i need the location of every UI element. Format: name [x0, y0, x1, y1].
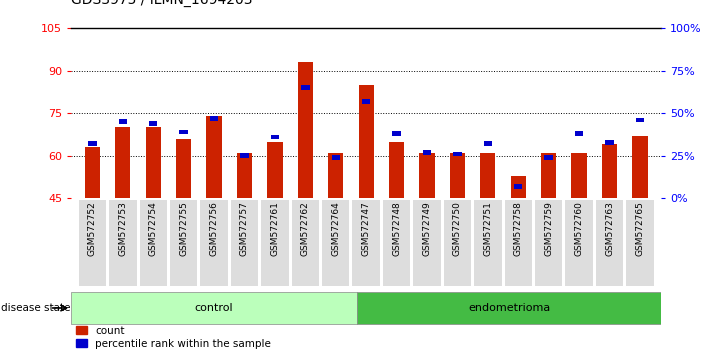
- FancyBboxPatch shape: [626, 200, 653, 286]
- FancyBboxPatch shape: [357, 292, 661, 324]
- Text: GSM572747: GSM572747: [362, 201, 370, 256]
- Text: GDS3975 / ILMN_1694203: GDS3975 / ILMN_1694203: [71, 0, 252, 7]
- FancyBboxPatch shape: [292, 200, 319, 286]
- FancyBboxPatch shape: [383, 200, 410, 286]
- Text: GSM572760: GSM572760: [574, 201, 584, 256]
- Text: GSM572755: GSM572755: [179, 201, 188, 256]
- FancyBboxPatch shape: [170, 200, 198, 286]
- Bar: [541, 153, 556, 198]
- Bar: [575, 131, 583, 136]
- Text: GSM572752: GSM572752: [88, 201, 97, 256]
- Bar: [362, 99, 370, 104]
- Bar: [237, 153, 252, 198]
- FancyBboxPatch shape: [596, 200, 624, 286]
- Bar: [572, 153, 587, 198]
- FancyBboxPatch shape: [474, 200, 501, 286]
- Text: control: control: [195, 303, 233, 313]
- Bar: [88, 142, 97, 146]
- Text: GSM572751: GSM572751: [483, 201, 492, 256]
- Bar: [358, 85, 374, 198]
- Bar: [176, 139, 191, 198]
- FancyBboxPatch shape: [109, 200, 137, 286]
- Bar: [483, 142, 492, 146]
- FancyBboxPatch shape: [322, 200, 349, 286]
- Bar: [301, 85, 309, 90]
- Text: GSM572754: GSM572754: [149, 201, 158, 256]
- FancyBboxPatch shape: [565, 200, 593, 286]
- FancyBboxPatch shape: [71, 292, 357, 324]
- Bar: [545, 155, 553, 160]
- Text: GSM572753: GSM572753: [118, 201, 127, 256]
- FancyBboxPatch shape: [413, 200, 441, 286]
- Bar: [271, 135, 279, 139]
- Text: disease state: disease state: [1, 303, 70, 313]
- Text: GSM572750: GSM572750: [453, 201, 462, 256]
- FancyBboxPatch shape: [505, 200, 532, 286]
- Bar: [85, 147, 100, 198]
- Text: GSM572764: GSM572764: [331, 201, 341, 256]
- FancyBboxPatch shape: [353, 200, 380, 286]
- Bar: [210, 116, 218, 121]
- Bar: [146, 127, 161, 198]
- Bar: [636, 118, 644, 122]
- FancyBboxPatch shape: [201, 200, 228, 286]
- Legend: count, percentile rank within the sample: count, percentile rank within the sample: [76, 326, 271, 349]
- Bar: [480, 153, 496, 198]
- FancyBboxPatch shape: [79, 200, 106, 286]
- FancyBboxPatch shape: [231, 200, 258, 286]
- Bar: [298, 62, 313, 198]
- Bar: [392, 131, 401, 136]
- FancyBboxPatch shape: [444, 200, 471, 286]
- Bar: [115, 127, 130, 198]
- Text: GSM572762: GSM572762: [301, 201, 310, 256]
- Text: endometrioma: endometrioma: [468, 303, 550, 313]
- Bar: [450, 153, 465, 198]
- Bar: [206, 116, 222, 198]
- Text: GSM572749: GSM572749: [422, 201, 432, 256]
- Text: GSM572758: GSM572758: [514, 201, 523, 256]
- Bar: [605, 140, 614, 144]
- Text: GSM572756: GSM572756: [210, 201, 218, 256]
- Bar: [331, 155, 340, 160]
- FancyBboxPatch shape: [535, 200, 562, 286]
- Text: GSM572757: GSM572757: [240, 201, 249, 256]
- FancyBboxPatch shape: [139, 200, 167, 286]
- Bar: [119, 119, 127, 124]
- Bar: [419, 153, 434, 198]
- Text: GSM572765: GSM572765: [636, 201, 644, 256]
- Bar: [179, 130, 188, 135]
- Text: GSM572763: GSM572763: [605, 201, 614, 256]
- Text: GSM572748: GSM572748: [392, 201, 401, 256]
- Bar: [453, 152, 461, 156]
- FancyBboxPatch shape: [261, 200, 289, 286]
- Bar: [514, 184, 523, 189]
- Bar: [149, 121, 157, 126]
- Bar: [632, 136, 648, 198]
- Bar: [389, 142, 404, 198]
- Text: GSM572761: GSM572761: [270, 201, 279, 256]
- Bar: [510, 176, 526, 198]
- Bar: [423, 150, 431, 155]
- Bar: [602, 144, 617, 198]
- Bar: [240, 153, 249, 158]
- Bar: [328, 153, 343, 198]
- Bar: [267, 142, 282, 198]
- Text: GSM572759: GSM572759: [544, 201, 553, 256]
